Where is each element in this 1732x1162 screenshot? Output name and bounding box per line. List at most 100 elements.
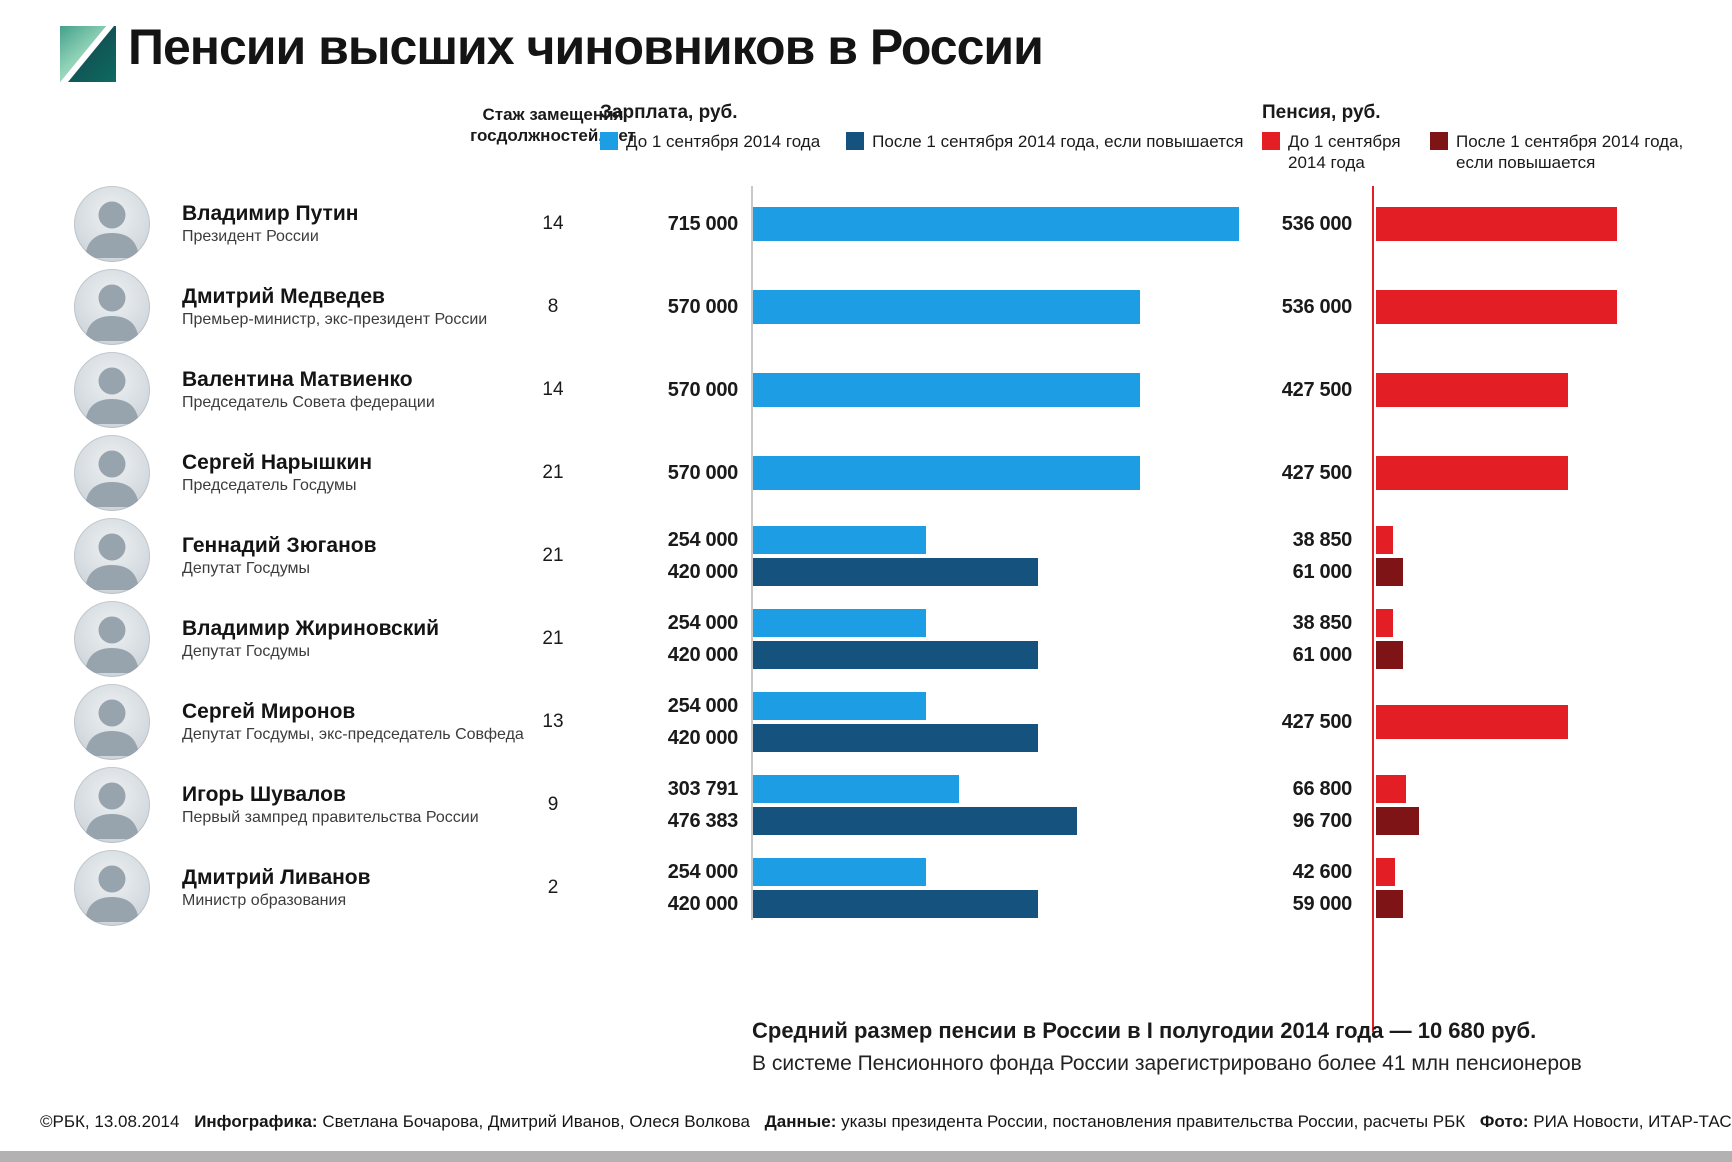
legend-swatch-pension-before (1262, 132, 1280, 150)
tenure-value: 2 (547, 876, 559, 898)
person-silhouette-icon (85, 367, 139, 424)
tenure-value: 9 (547, 793, 559, 815)
bottom-strip (0, 1151, 1732, 1162)
pension-bar-before (1376, 290, 1617, 324)
official-name-block: Дмитрий Медведев Премьер-министр, экс-пре… (182, 284, 487, 330)
salary-value-before: 254 000 (667, 529, 739, 551)
official-portrait (74, 351, 150, 428)
official-row: Дмитрий Ливанов Министр образования 2 254 0… (0, 846, 1732, 929)
pension-value-after: 59 000 (1292, 893, 1353, 915)
official-portrait (74, 268, 150, 345)
official-portrait (74, 600, 150, 677)
pension-value-after: 61 000 (1292, 644, 1353, 666)
salary-bar-before (753, 858, 926, 886)
pension-bar-before (1376, 456, 1568, 490)
salary-bar-before (753, 609, 926, 637)
official-position: Депутат Госдумы, экс-председатель Совфед… (182, 725, 524, 743)
official-position: Премьер-министр, экс-президент России (182, 310, 488, 328)
person-silhouette-icon (85, 782, 139, 839)
salary-bar-after (753, 641, 1038, 669)
person-silhouette-icon (85, 616, 139, 673)
pension-value-before: 427 500 (1281, 379, 1353, 401)
credits-line: ©РБК, 13.08.2014 Инфографика: Светлана Б… (40, 1112, 1732, 1132)
credits-photo-label: Фото: (1479, 1112, 1529, 1131)
pension-bar-after (1376, 641, 1403, 669)
pension-bar-before (1376, 705, 1568, 739)
pension-value-before: 42 600 (1292, 861, 1353, 883)
official-row: Валентина Матвиенко Председатель Совета ф… (0, 348, 1732, 431)
official-portrait (74, 517, 150, 594)
salary-value-before: 570 000 (667, 379, 739, 401)
official-name-block: Владимир Путин Президент России (182, 201, 358, 247)
pension-bar-before (1376, 373, 1568, 407)
official-name-block: Дмитрий Ливанов Министр образования (182, 865, 371, 911)
rows-canvas: Владимир Путин Президент России 14 715 000 5… (0, 182, 1732, 929)
pension-value-before: 38 850 (1292, 529, 1353, 551)
salary-legend: До 1 сентября 2014 года После 1 сентября… (600, 131, 1243, 152)
tenure-value: 8 (547, 295, 559, 317)
pension-bar-before (1376, 526, 1393, 554)
salary-axis-line (751, 186, 753, 920)
official-name: Валентина Матвиенко (182, 367, 413, 391)
salary-bar-before (753, 775, 959, 803)
salary-value-before: 570 000 (667, 462, 739, 484)
salary-value-before: 254 000 (667, 612, 739, 634)
pension-legend: До 1 сентября 2014 года После 1 сентября… (1262, 131, 1692, 173)
pension-bar-before (1376, 207, 1617, 241)
salary-bar-before (753, 692, 926, 720)
official-name: Сергей Миронов (182, 699, 356, 723)
person-silhouette-icon (85, 533, 139, 590)
official-portrait (74, 849, 150, 926)
legend-label-pension-after: После 1 сентября 2014 года, если повышае… (1456, 132, 1684, 172)
salary-column-header: Зарплата, руб. (600, 102, 738, 123)
legend-swatch-salary-before (600, 132, 618, 150)
pension-value-before: 38 850 (1292, 612, 1353, 634)
footnote-pensioners-count: В системе Пенсионного фонда России зарег… (752, 1052, 1582, 1075)
salary-bar-after (753, 724, 1038, 752)
official-portrait (74, 434, 150, 511)
pension-value-before: 66 800 (1292, 778, 1353, 800)
pension-value-after: 96 700 (1292, 810, 1353, 832)
credits-infographics-text: Светлана Бочарова, Дмитрий Иванов, Олеся… (322, 1112, 750, 1131)
salary-value-before: 570 000 (667, 296, 739, 318)
salary-value-before: 303 791 (667, 778, 739, 800)
credits-copyright: ©РБК, 13.08.2014 (40, 1112, 180, 1131)
salary-value-after: 420 000 (667, 644, 739, 666)
pension-bar-after (1376, 890, 1403, 918)
pension-axis-line (1372, 186, 1374, 1032)
tenure-column-header: Стаж замещения госдолжностей, лет (470, 105, 636, 145)
official-name-block: Валентина Матвиенко Председатель Совета ф… (182, 367, 435, 413)
official-name-block: Геннадий Зюганов Депутат Госдумы (182, 533, 377, 579)
pension-bar-after (1376, 558, 1403, 586)
pension-bar-before (1376, 775, 1406, 803)
salary-value-after: 476 383 (667, 810, 739, 832)
official-portrait (74, 766, 150, 843)
page-title: Пенсии высших чиновников в России (128, 19, 1044, 75)
credits-infographics-label: Инфографика: (194, 1112, 318, 1131)
salary-value-before: 715 000 (667, 213, 739, 235)
official-position: Президент России (182, 227, 319, 245)
legend-label-salary-after: После 1 сентября 2014 года, если повышае… (872, 132, 1244, 151)
official-name-block: Сергей Нарышкин Председатель Госдумы (182, 450, 372, 496)
legend-swatch-pension-after (1430, 132, 1448, 150)
legend-swatch-salary-after (846, 132, 865, 150)
salary-value-before: 254 000 (667, 695, 739, 717)
official-position: Председатель Госдумы (182, 476, 357, 494)
salary-bar-before (753, 456, 1140, 490)
pension-column-header: Пенсия, руб. (1262, 102, 1381, 123)
official-position: Министр образования (182, 891, 347, 909)
salary-value-after: 420 000 (667, 561, 739, 583)
tenure-value: 21 (542, 544, 564, 566)
salary-bar-before (753, 526, 926, 554)
official-row: Игорь Шувалов Первый зампред правительств… (0, 763, 1732, 846)
official-name-block: Игорь Шувалов Первый зампред правительств… (182, 782, 479, 828)
official-row: Геннадий Зюганов Депутат Госдумы 21 254 000… (0, 514, 1732, 597)
person-silhouette-icon (85, 865, 139, 922)
credits-photo-text: РИА Новости, ИТАР-ТАСС (1533, 1112, 1732, 1131)
official-name: Сергей Нарышкин (182, 450, 373, 474)
official-row: Сергей Нарышкин Председатель Госдумы 21 570… (0, 431, 1732, 514)
official-name: Дмитрий Медведев (182, 284, 385, 308)
pension-bar-before (1376, 858, 1395, 886)
salary-bar-before (753, 207, 1239, 241)
credits-data-label: Данные: (764, 1112, 837, 1131)
